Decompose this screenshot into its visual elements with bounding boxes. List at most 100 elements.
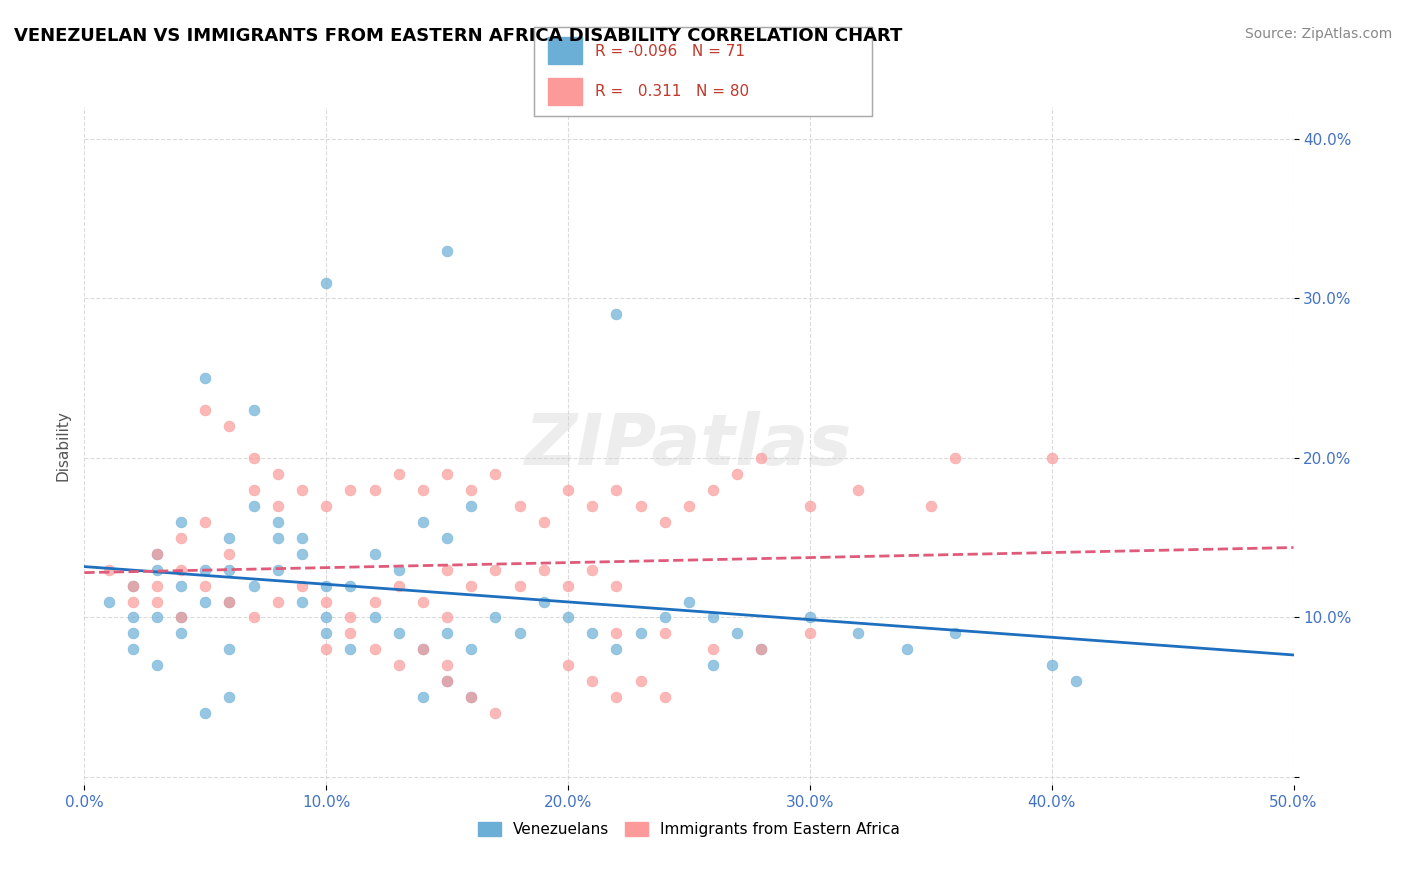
Point xyxy=(1040,450,1063,465)
FancyBboxPatch shape xyxy=(548,78,582,105)
Point xyxy=(557,483,579,497)
Point xyxy=(846,483,869,497)
Legend: Venezuelans, Immigrants from Eastern Africa: Venezuelans, Immigrants from Eastern Afr… xyxy=(471,814,907,845)
Point xyxy=(412,690,434,705)
Point xyxy=(97,594,120,608)
Text: R =   0.311   N = 80: R = 0.311 N = 80 xyxy=(595,85,749,99)
Point xyxy=(581,674,603,689)
Point xyxy=(97,563,120,577)
Point xyxy=(315,642,337,657)
Point xyxy=(799,610,821,624)
Point xyxy=(557,578,579,592)
Point xyxy=(121,642,143,657)
Point xyxy=(170,563,193,577)
Point xyxy=(363,594,385,608)
Point xyxy=(436,563,458,577)
Point xyxy=(630,499,652,513)
Point xyxy=(581,626,603,640)
Point xyxy=(581,499,603,513)
Point xyxy=(170,610,193,624)
Point xyxy=(533,563,555,577)
Point xyxy=(267,515,290,529)
Point xyxy=(725,626,748,640)
Point xyxy=(412,483,434,497)
Point xyxy=(291,594,314,608)
Point xyxy=(218,547,240,561)
Point xyxy=(121,610,143,624)
Point xyxy=(484,610,506,624)
Point xyxy=(702,483,724,497)
Point xyxy=(460,578,482,592)
Point xyxy=(218,594,240,608)
Point xyxy=(436,674,458,689)
Point xyxy=(460,690,482,705)
Point xyxy=(218,690,240,705)
Point xyxy=(751,642,773,657)
Point xyxy=(194,515,217,529)
Y-axis label: Disability: Disability xyxy=(55,410,70,482)
Point xyxy=(194,578,217,592)
Point xyxy=(194,371,217,385)
Point xyxy=(846,626,869,640)
Point xyxy=(315,594,337,608)
Point xyxy=(242,610,264,624)
Point xyxy=(242,483,264,497)
Point xyxy=(339,642,361,657)
Point xyxy=(436,626,458,640)
Point xyxy=(581,563,603,577)
Point xyxy=(799,499,821,513)
Text: Source: ZipAtlas.com: Source: ZipAtlas.com xyxy=(1244,27,1392,41)
Point xyxy=(1040,658,1063,673)
Point xyxy=(509,578,531,592)
Point xyxy=(484,467,506,481)
FancyBboxPatch shape xyxy=(548,37,582,64)
Point xyxy=(460,499,482,513)
Point xyxy=(242,450,264,465)
Point xyxy=(943,450,966,465)
Point xyxy=(533,594,555,608)
Text: VENEZUELAN VS IMMIGRANTS FROM EASTERN AFRICA DISABILITY CORRELATION CHART: VENEZUELAN VS IMMIGRANTS FROM EASTERN AF… xyxy=(14,27,903,45)
Point xyxy=(363,642,385,657)
Point xyxy=(218,594,240,608)
Point xyxy=(194,594,217,608)
Point xyxy=(194,563,217,577)
Point xyxy=(654,626,676,640)
Point xyxy=(436,531,458,545)
Point xyxy=(218,563,240,577)
Point xyxy=(315,610,337,624)
Point xyxy=(388,626,411,640)
Point xyxy=(194,706,217,721)
Point xyxy=(799,626,821,640)
Point xyxy=(702,642,724,657)
Point xyxy=(242,499,264,513)
Point xyxy=(388,578,411,592)
Point xyxy=(267,499,290,513)
Point xyxy=(146,610,169,624)
Point xyxy=(896,642,918,657)
Point xyxy=(170,578,193,592)
Point xyxy=(363,610,385,624)
Point xyxy=(363,483,385,497)
Point xyxy=(315,276,337,290)
Point xyxy=(484,563,506,577)
Point xyxy=(146,563,169,577)
Point xyxy=(460,483,482,497)
Point xyxy=(436,674,458,689)
Point xyxy=(315,626,337,640)
Point xyxy=(194,403,217,417)
Point xyxy=(557,610,579,624)
Point xyxy=(170,626,193,640)
Point xyxy=(315,578,337,592)
Point xyxy=(412,594,434,608)
Point xyxy=(605,690,627,705)
Point xyxy=(218,642,240,657)
Point xyxy=(605,483,627,497)
Point xyxy=(751,450,773,465)
Point xyxy=(242,578,264,592)
Point xyxy=(460,690,482,705)
Point xyxy=(146,547,169,561)
Point xyxy=(267,594,290,608)
Point xyxy=(630,674,652,689)
Point xyxy=(605,578,627,592)
Point xyxy=(291,578,314,592)
